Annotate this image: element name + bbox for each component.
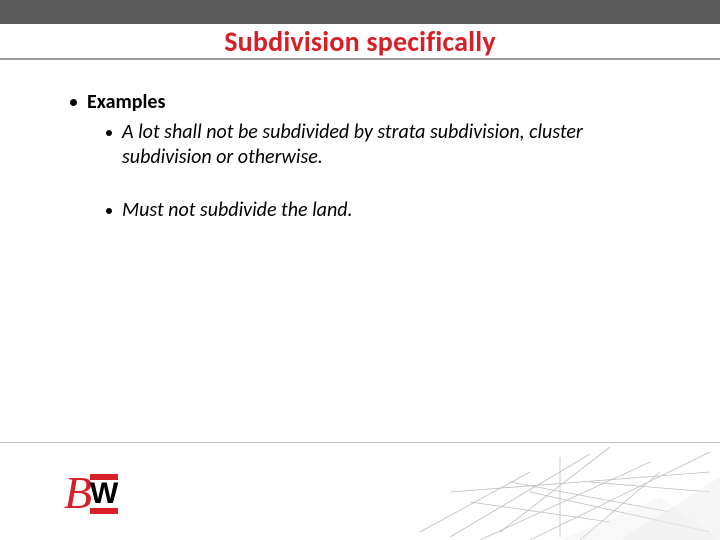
bullet-level2-text: Must not subdivide the land. <box>122 198 353 223</box>
network-graphic-icon <box>410 442 720 540</box>
body-content: Examples A lot shall not be subdivided b… <box>70 90 660 227</box>
bullet-level2: A lot shall not be subdivided by strata … <box>106 120 660 170</box>
vertical-spacer <box>70 174 660 198</box>
slide: Subdivision specifically Examples A lot … <box>0 0 720 540</box>
logo-letter-w-block: W <box>90 474 118 514</box>
bullet-dot-icon <box>70 99 77 106</box>
bullet-dot-icon <box>106 130 112 136</box>
logo-letter-w: W <box>90 476 118 512</box>
top-band <box>0 0 720 24</box>
logo: B W <box>64 468 128 518</box>
bullet-level2: Must not subdivide the land. <box>106 198 660 223</box>
logo-bar-icon <box>90 508 118 514</box>
bullet-level1-text: Examples <box>87 90 165 114</box>
footer: B W <box>0 442 720 540</box>
bullet-dot-icon <box>106 208 112 214</box>
bullet-level1: Examples <box>70 90 660 114</box>
bullet-level2-text: A lot shall not be subdivided by strata … <box>122 120 660 170</box>
page-title: Subdivision specifically <box>0 24 720 59</box>
logo-letter-b: B <box>64 470 92 516</box>
